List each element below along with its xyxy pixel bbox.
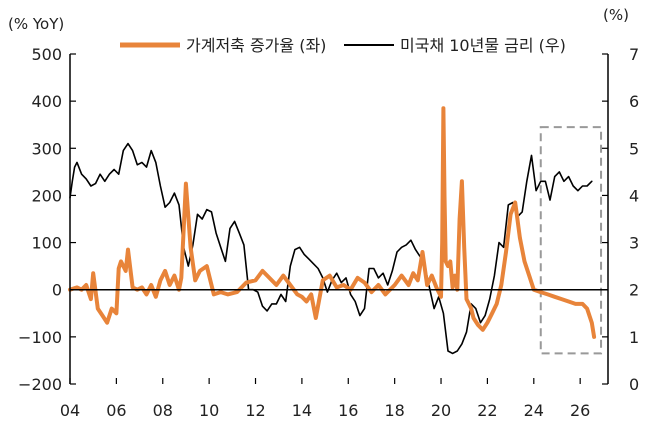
highlight-box-layer bbox=[539, 126, 603, 355]
left-tick-label: 500 bbox=[31, 45, 62, 64]
left-tick-label: 400 bbox=[31, 92, 62, 111]
x-tick-label: 16 bbox=[338, 401, 358, 420]
left-tick-label: 200 bbox=[31, 186, 62, 205]
left-tick-label: −100 bbox=[18, 328, 62, 347]
right-tick-label: 5 bbox=[629, 139, 639, 158]
right-tick-label: 6 bbox=[629, 92, 639, 111]
x-tick-label: 20 bbox=[431, 401, 451, 420]
left-axis-unit: (% YoY) bbox=[8, 15, 64, 33]
right-tick-label: 0 bbox=[629, 375, 639, 394]
left-tick-label: −200 bbox=[18, 375, 62, 394]
right-tick-label: 4 bbox=[629, 186, 639, 205]
axes-layer bbox=[69, 53, 609, 385]
legend-label-household-savings: 가계저축 증가율 (좌) bbox=[186, 36, 326, 55]
x-tick-label: 12 bbox=[245, 401, 265, 420]
series-layer bbox=[68, 106, 597, 355]
x-tick-label: 08 bbox=[153, 401, 173, 420]
right-tick-label: 1 bbox=[629, 328, 639, 347]
x-tick-label: 18 bbox=[384, 401, 404, 420]
x-tick-label: 22 bbox=[477, 401, 497, 420]
x-tick-label: 24 bbox=[524, 401, 544, 420]
x-tick-label: 14 bbox=[292, 401, 312, 420]
highlight-dashed-box bbox=[539, 126, 603, 355]
right-tick-label: 3 bbox=[629, 234, 639, 253]
legend: 가계저축 증가율 (좌) 미국채 10년물 금리 (우) bbox=[120, 36, 566, 55]
left-tick-label: 300 bbox=[31, 139, 62, 158]
left-tick-label: 0 bbox=[52, 281, 62, 300]
right-tick-label: 7 bbox=[629, 45, 639, 64]
left-tick-label: 100 bbox=[31, 234, 62, 253]
x-tick-label: 06 bbox=[106, 401, 126, 420]
right-axis-unit: (%) bbox=[603, 6, 629, 24]
series-line-household-savings bbox=[68, 106, 597, 339]
legend-label-us10y-yield: 미국채 10년물 금리 (우) bbox=[400, 36, 566, 55]
x-tick-label: 10 bbox=[199, 401, 219, 420]
right-tick-label: 2 bbox=[629, 281, 639, 300]
x-tick-label: 26 bbox=[570, 401, 590, 420]
series-line-us10y-yield bbox=[69, 142, 593, 355]
x-tick-label: 04 bbox=[60, 401, 80, 420]
